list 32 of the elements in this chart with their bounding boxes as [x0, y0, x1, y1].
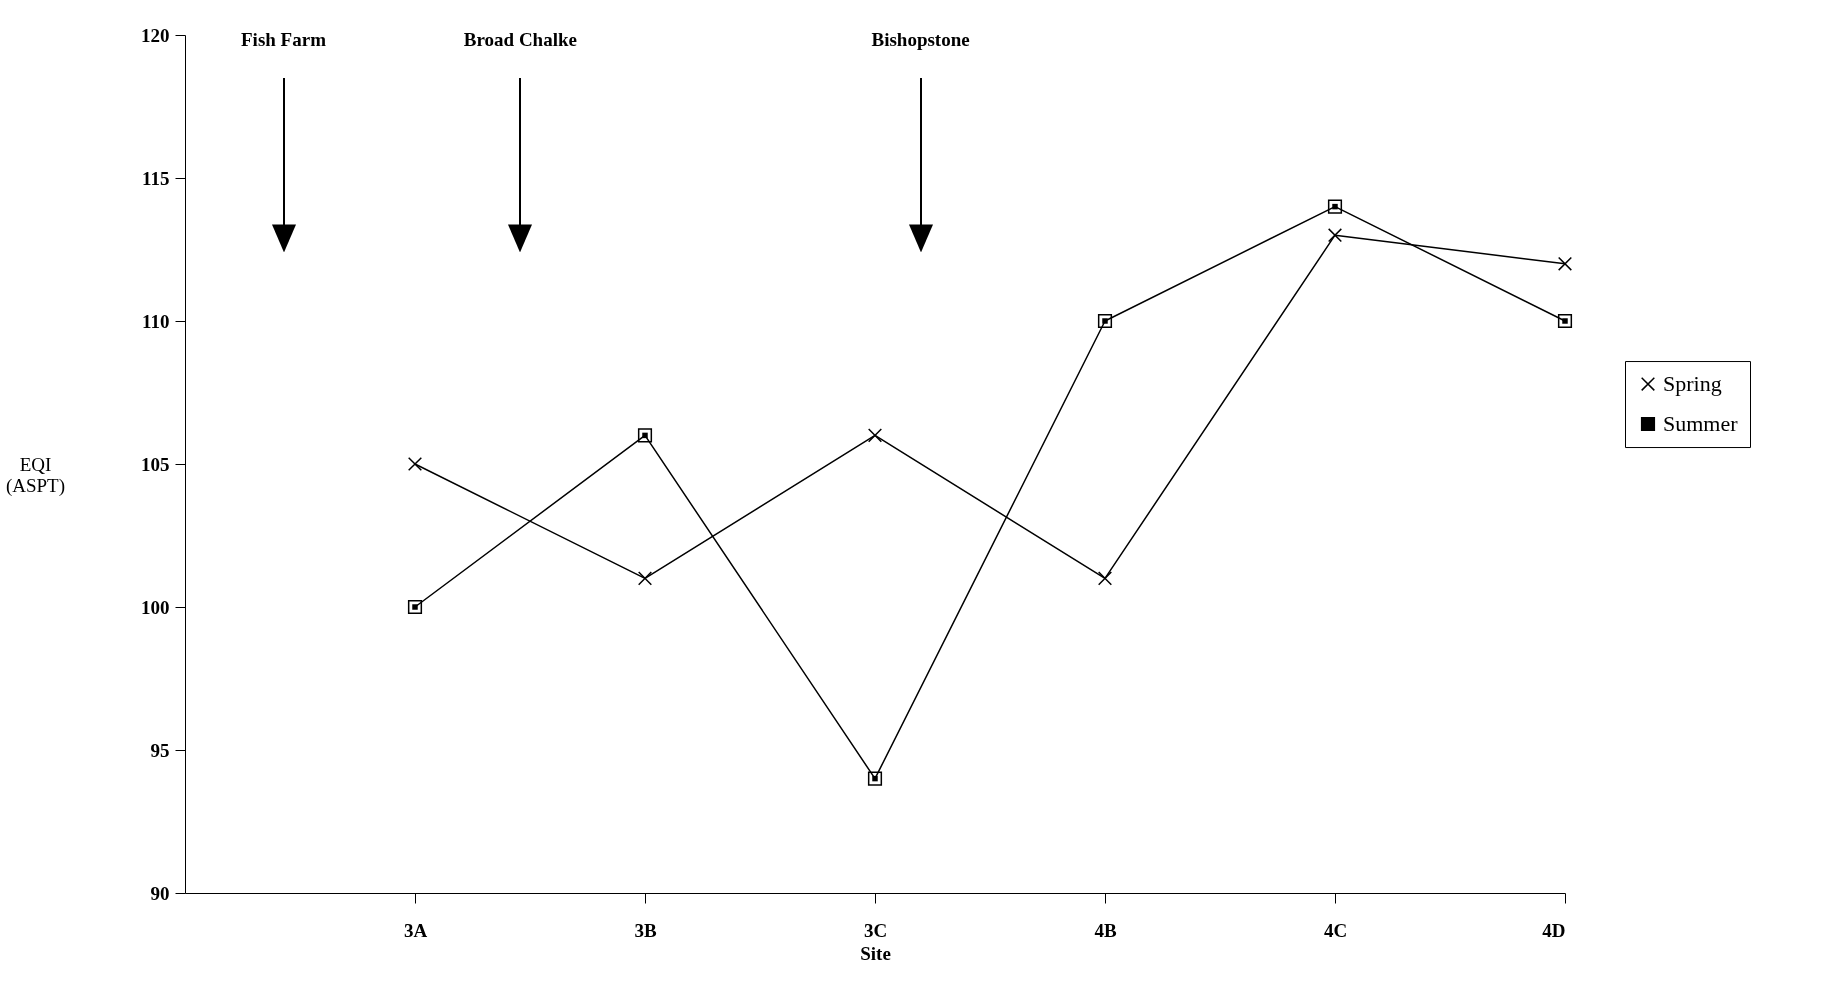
point [637, 428, 653, 443]
point [867, 428, 883, 443]
point [1557, 256, 1573, 271]
point [637, 571, 653, 586]
y-tick-label: 115 [142, 167, 170, 189]
point [407, 599, 423, 615]
point [1097, 313, 1113, 329]
x-tick-label: 3C [863, 919, 888, 941]
point [867, 771, 883, 786]
x-tick-label: 4C [1323, 919, 1348, 941]
y-tick-label: 100 [141, 596, 170, 618]
x-axis-title: Site [860, 942, 891, 964]
x-tick-label: 3B [634, 919, 657, 941]
y-tick-label: 95 [150, 739, 170, 761]
x-tick-label: 3A [403, 919, 428, 941]
annotation: Broad Chalke [463, 29, 577, 52]
y-tick-label: 90 [150, 882, 170, 904]
annotation: Fish Farm [241, 29, 326, 52]
y-tick-label: 120 [141, 24, 170, 46]
y-tick-label: 105 [141, 453, 170, 475]
legend-label: Spring [1663, 371, 1722, 397]
point [1557, 313, 1573, 329]
point [1097, 571, 1113, 586]
x-tick-label: 4D [1542, 919, 1566, 941]
point [1327, 199, 1343, 214]
point [407, 456, 423, 472]
annotation: Bishopstone [871, 29, 970, 52]
y-axis-title: EQI (ASPT) [5, 453, 66, 497]
legend-label: Summer [1663, 411, 1739, 437]
x-tick-label: 4B [1094, 919, 1117, 941]
point [1327, 228, 1343, 243]
y-tick-label: 110 [142, 310, 170, 332]
